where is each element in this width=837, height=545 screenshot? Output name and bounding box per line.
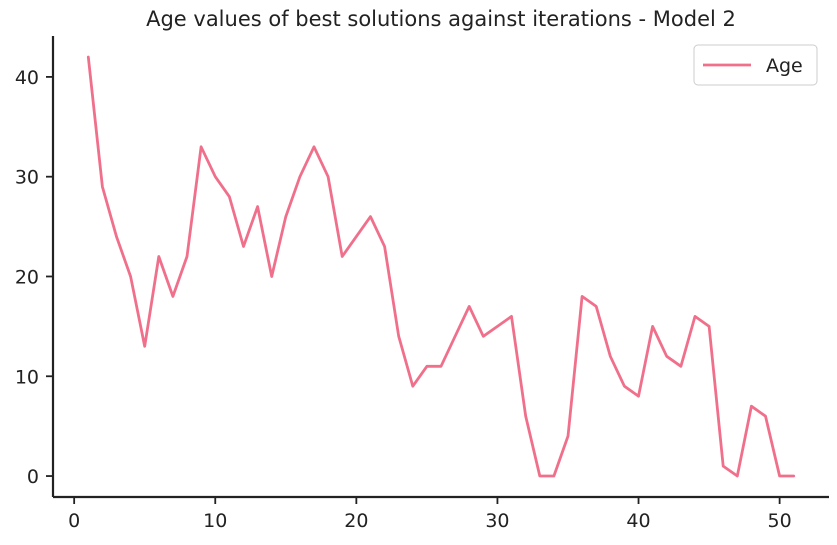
plot-area [86, 55, 796, 478]
y-tick-label: 10 [15, 366, 39, 388]
x-tick-label: 30 [485, 510, 509, 532]
x-tick-label: 0 [68, 510, 80, 532]
y-tick-label: 40 [15, 67, 39, 89]
y-tick-label: 20 [15, 266, 39, 288]
legend: Age [693, 44, 818, 86]
legend-label-age: Age [766, 55, 803, 77]
x-tick-label: 20 [344, 510, 368, 532]
chart-title: Age values of best solutions against ite… [146, 7, 736, 31]
y-axis-ticks: 0 10 20 30 40 [15, 67, 53, 488]
y-tick-label: 30 [15, 167, 39, 189]
x-tick-label: 10 [203, 510, 227, 532]
legend-box [693, 44, 818, 86]
x-tick-label: 40 [626, 510, 650, 532]
series-line-age [86, 55, 796, 478]
x-tick-label: 50 [768, 510, 792, 532]
x-axis-ticks: 0 10 20 30 40 50 [68, 497, 792, 532]
y-tick-label: 0 [27, 466, 39, 488]
